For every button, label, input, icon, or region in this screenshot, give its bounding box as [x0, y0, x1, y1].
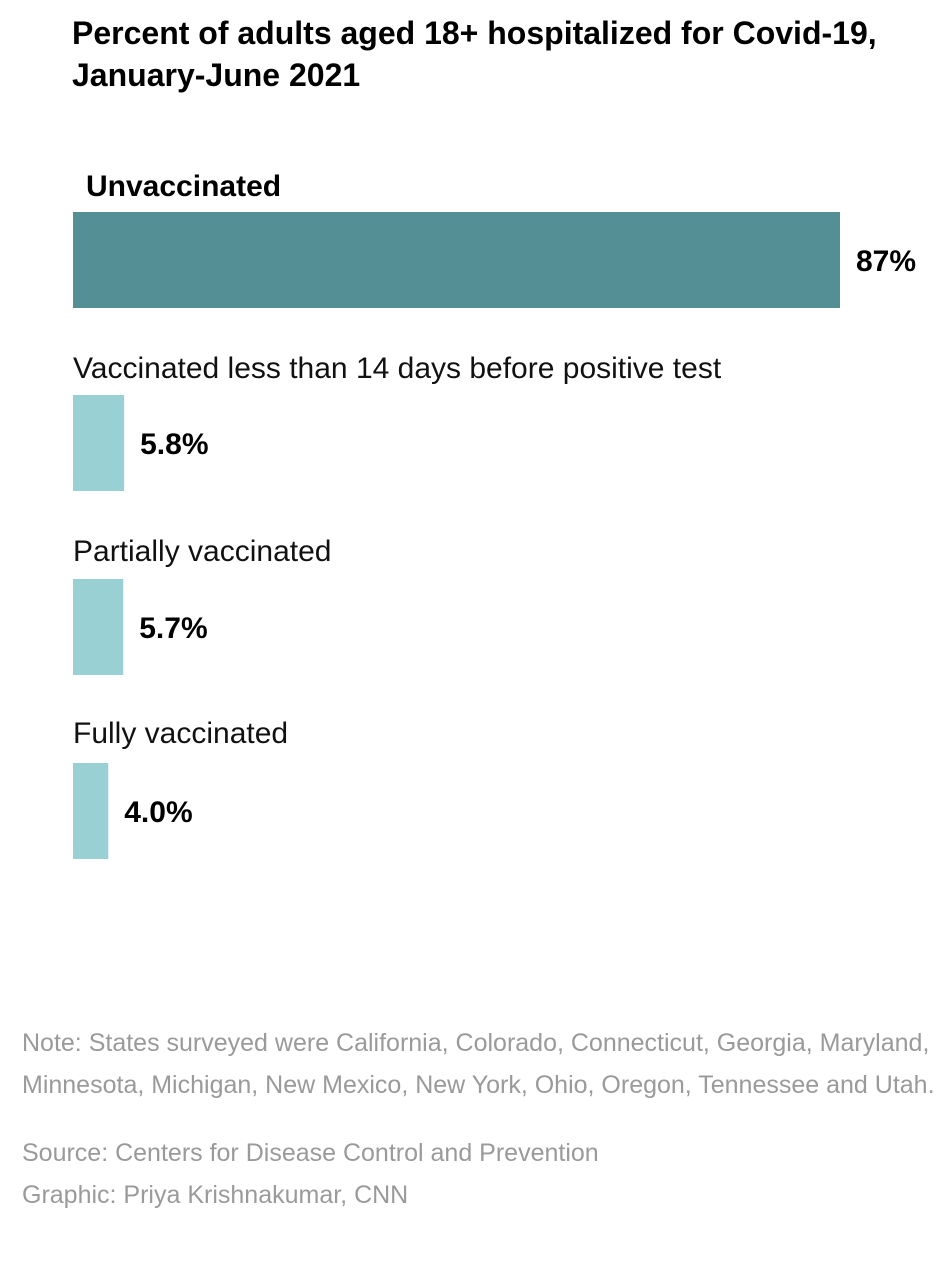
bar [73, 579, 124, 675]
value-label: 5.7% [139, 612, 207, 645]
bar [73, 212, 840, 308]
category-label: Unvaccinated [86, 170, 281, 203]
bar [73, 395, 125, 491]
value-label: 5.8% [140, 428, 208, 461]
source-text: Source: Centers for Disease Control and … [22, 1139, 599, 1167]
category-label: Fully vaccinated [73, 717, 288, 750]
value-label: 4.0% [124, 796, 192, 829]
category-label: Partially vaccinated [73, 535, 331, 568]
credit-text: Graphic: Priya Krishnakumar, CNN [22, 1181, 409, 1209]
note-text: Note: States surveyed were California, C… [22, 1029, 935, 1099]
value-label: 87% [856, 245, 916, 278]
notes-block: Note: States surveyed were California, C… [22, 1022, 947, 1216]
category-label: Vaccinated less than 14 days before posi… [73, 352, 722, 385]
bar [73, 763, 109, 859]
bar-chart: Unvaccinated 87% Vaccinated less than 14 d… [73, 170, 916, 859]
chart-title: Percent of adults aged 18+ hospitalized … [72, 15, 877, 93]
